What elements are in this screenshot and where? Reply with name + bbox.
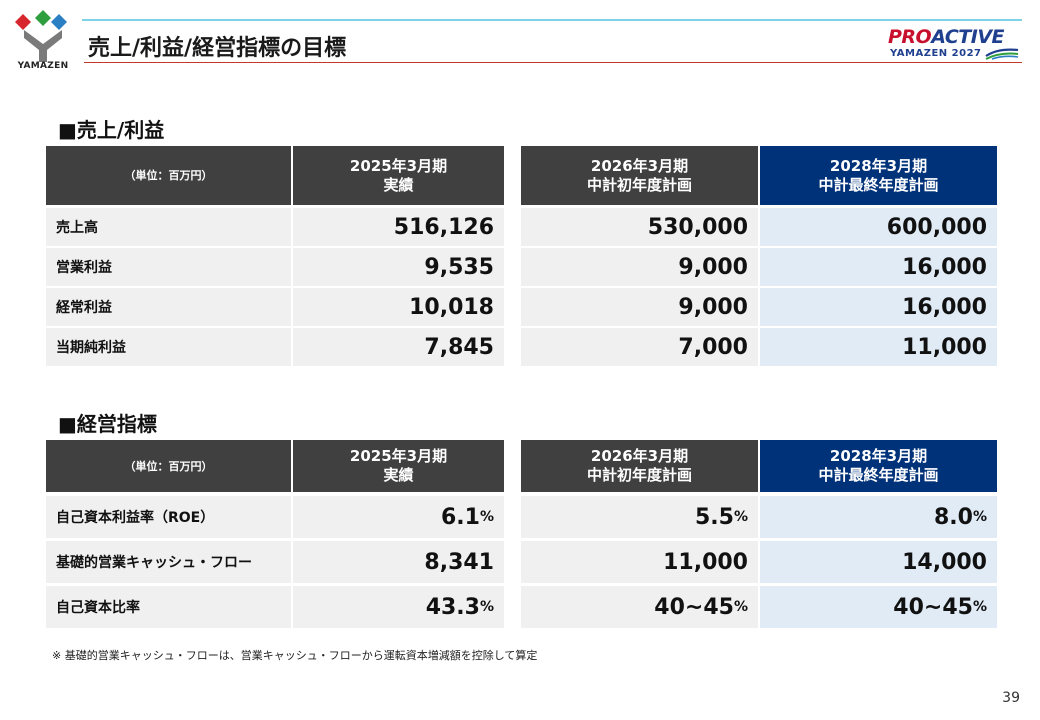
wave-icon — [985, 48, 1019, 60]
value-unit: % — [972, 599, 987, 615]
value-number: 11,000 — [663, 549, 748, 575]
section-title-kpi: ■経営指標 — [58, 412, 157, 436]
value-plan-2026: 9,000 — [521, 288, 758, 326]
value-plan-2028: 600,000 — [760, 208, 997, 246]
value-plan-2026: 530,000 — [521, 208, 758, 246]
row-label: 基礎的営業キャッシュ・フロー — [46, 541, 291, 583]
col3-line1: 2028年3月期 — [829, 447, 928, 465]
row-label: 経常利益 — [46, 288, 291, 326]
value-number: 43.3 — [425, 594, 480, 620]
value-number: 6.1 — [440, 504, 480, 530]
brand-main-2: ACTIVE — [931, 26, 1004, 48]
value-unit: % — [479, 509, 494, 525]
proactive-logo-icon: PROACTIVE YAMAZEN 2027 — [888, 26, 1022, 64]
value-actual: 9,535 — [293, 248, 504, 286]
brand-main-1: PRO — [888, 26, 932, 48]
row-label: 自己資本比率 — [46, 586, 291, 628]
value-number: 8.0 — [933, 504, 973, 530]
value-unit: % — [479, 599, 494, 615]
value-plan-2026: 9,000 — [521, 248, 758, 286]
col3-line2: 中計最終年度計画 — [818, 175, 939, 194]
value-plan-2028: 40~45% — [760, 586, 997, 628]
logo-text: YAMAZEN — [17, 61, 69, 71]
value-plan-2026: 40~45% — [521, 586, 758, 628]
section-title-sales: ■売上/利益 — [58, 118, 165, 142]
col2-line2: 中計初年度計画 — [586, 175, 692, 194]
value-plan-2026: 7,000 — [521, 328, 758, 366]
value-number: 14,000 — [902, 549, 987, 575]
value-number: 40~45 — [654, 594, 734, 620]
value-actual: 10,018 — [293, 288, 504, 326]
brand-sub: YAMAZEN 2027 — [890, 48, 982, 59]
col3-line1: 2028年3月期 — [829, 156, 928, 175]
col1-line1: 2025年3月期 — [349, 447, 448, 465]
top-divider — [82, 19, 1022, 21]
value-unit: % — [733, 509, 748, 525]
row-label: 自己資本利益率（ROE） — [46, 496, 291, 538]
value-actual: 516,126 — [293, 208, 504, 246]
value-number: 8,341 — [424, 549, 494, 575]
column-header-first-year-plan: 2026年3月期 中計初年度計画 — [521, 440, 758, 492]
value-number: 5.5 — [694, 504, 734, 530]
value-plan-2028: 14,000 — [760, 541, 997, 583]
column-header-final-year-plan: 2028年3月期 中計最終年度計画 — [760, 146, 997, 205]
value-number: 40~45 — [893, 594, 973, 620]
value-unit: % — [972, 509, 987, 525]
value-plan-2026: 11,000 — [521, 541, 758, 583]
yamazen-logo-icon — [14, 10, 72, 76]
value-plan-2028: 11,000 — [760, 328, 997, 366]
row-label: 売上高 — [46, 208, 291, 246]
value-plan-2028: 16,000 — [760, 248, 997, 286]
unit-header: （単位：百万円） — [46, 146, 291, 205]
column-header-first-year-plan: 2026年3月期 中計初年度計画 — [521, 146, 758, 205]
title-rule — [84, 62, 1022, 63]
value-plan-2028: 16,000 — [760, 288, 997, 326]
column-header-actual: 2025年3月期 実績 — [293, 146, 504, 205]
col2-line2: 中計初年度計画 — [586, 466, 692, 484]
value-unit: % — [733, 599, 748, 615]
unit-header: （単位：百万円） — [46, 440, 291, 492]
row-label: 当期純利益 — [46, 328, 291, 366]
column-header-actual: 2025年3月期 実績 — [293, 440, 504, 492]
footnote: ※ 基礎的営業キャッシュ・フローは、営業キャッシュ・フローから運転資本増減額を控… — [52, 649, 538, 662]
col1-line2: 実績 — [383, 175, 414, 194]
page-title: 売上/利益/経営指標の目標 — [88, 36, 347, 61]
value-actual: 43.3% — [293, 586, 504, 628]
value-actual: 8,341 — [293, 541, 504, 583]
value-plan-2026: 5.5% — [521, 496, 758, 538]
value-actual: 7,845 — [293, 328, 504, 366]
col3-line2: 中計最終年度計画 — [818, 466, 939, 484]
col2-line1: 2026年3月期 — [590, 447, 689, 465]
row-label: 営業利益 — [46, 248, 291, 286]
col1-line2: 実績 — [383, 466, 414, 484]
col2-line1: 2026年3月期 — [590, 156, 689, 175]
col1-line1: 2025年3月期 — [349, 156, 448, 175]
value-plan-2028: 8.0% — [760, 496, 997, 538]
page-number: 39 — [1002, 690, 1020, 706]
value-actual: 6.1% — [293, 496, 504, 538]
column-header-final-year-plan: 2028年3月期 中計最終年度計画 — [760, 440, 997, 492]
